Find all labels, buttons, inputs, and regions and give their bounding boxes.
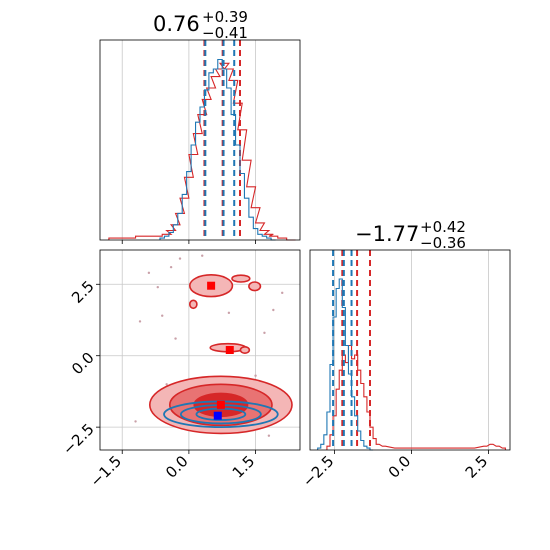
contour-scatter-point-10 bbox=[165, 383, 168, 386]
contour-scatter-point-5 bbox=[178, 257, 182, 260]
hist2-xtick-label-1: 0.0 bbox=[385, 452, 415, 482]
hist2-xtick-label-2: 2.5 bbox=[462, 452, 492, 482]
contour-series-a-marker-1 bbox=[225, 346, 234, 354]
contour-scatter-point-6 bbox=[201, 254, 204, 257]
contour-scatter-point-17 bbox=[254, 374, 257, 377]
contour-scatter-point-1 bbox=[156, 285, 159, 289]
contour-scatter-point-0 bbox=[147, 271, 151, 275]
contour-series-a-mode-4-level-0 bbox=[188, 299, 198, 310]
contour-scatter-point-12 bbox=[134, 420, 137, 423]
hist2-frame bbox=[309, 249, 511, 451]
titles: 0.76 +0.39 −0.41 −1.77 +0.42 −0.36 bbox=[153, 8, 466, 252]
contour-xtick-label-1: 0.0 bbox=[162, 452, 192, 482]
contour-scatter-point-2 bbox=[169, 265, 173, 269]
contour-ytick-label-2: 2.5 bbox=[68, 277, 98, 307]
hist1-series-a bbox=[108, 62, 296, 241]
contour-xtick-label-2: 1.5 bbox=[229, 452, 259, 482]
hist1-series-b bbox=[159, 58, 276, 241]
contour-scatter-point-14 bbox=[227, 311, 231, 315]
hist1-frame bbox=[99, 39, 301, 241]
hist2-title-plus: +0.42 bbox=[420, 218, 466, 236]
hist1-title-plus: +0.39 bbox=[202, 8, 248, 26]
contour-series-a-mode-2-level-0 bbox=[231, 274, 251, 283]
hist2-series-b bbox=[317, 278, 374, 451]
hist2-xtick-label-0: −2.5 bbox=[299, 452, 337, 490]
hist1-title-value: 0.76 bbox=[153, 12, 200, 36]
contour-frame bbox=[99, 249, 301, 451]
contour-scatter-point-3 bbox=[138, 320, 142, 323]
contour-series-a-marker-0 bbox=[207, 281, 216, 290]
contour-ytick-label-1: 0.0 bbox=[68, 349, 98, 379]
contour-scatter-point-4 bbox=[161, 314, 164, 317]
contour-series-b-marker-0 bbox=[213, 411, 222, 420]
hist1-panel bbox=[99, 39, 301, 244]
hist2-panel: −2.5 0.0 2.5 bbox=[299, 249, 511, 491]
contour-panel: −1.5 0.0 1.5 −2.5 0.0 2.5 bbox=[59, 249, 301, 491]
hist2-series-a bbox=[326, 344, 506, 450]
contour-series-a-mode-3-level-0 bbox=[248, 281, 262, 292]
contour-series-a-mode-6-level-0 bbox=[239, 346, 251, 354]
contour-series-a-marker-2 bbox=[216, 400, 225, 409]
contour-scatter-point-8 bbox=[263, 331, 266, 335]
contour-scatter-point-13 bbox=[267, 434, 271, 437]
contour-scatter-point-7 bbox=[272, 308, 275, 312]
contour-ytick-label-0: −2.5 bbox=[59, 420, 97, 458]
contour-scatter-point-11 bbox=[281, 291, 284, 295]
contour-scatter-point-15 bbox=[174, 337, 177, 340]
contour-xtick-label-0: −1.5 bbox=[87, 452, 125, 490]
hist2-title-minus: −0.36 bbox=[420, 234, 466, 252]
hist1-title-minus: −0.41 bbox=[202, 24, 248, 42]
hist2-title-value: −1.77 bbox=[355, 222, 419, 246]
